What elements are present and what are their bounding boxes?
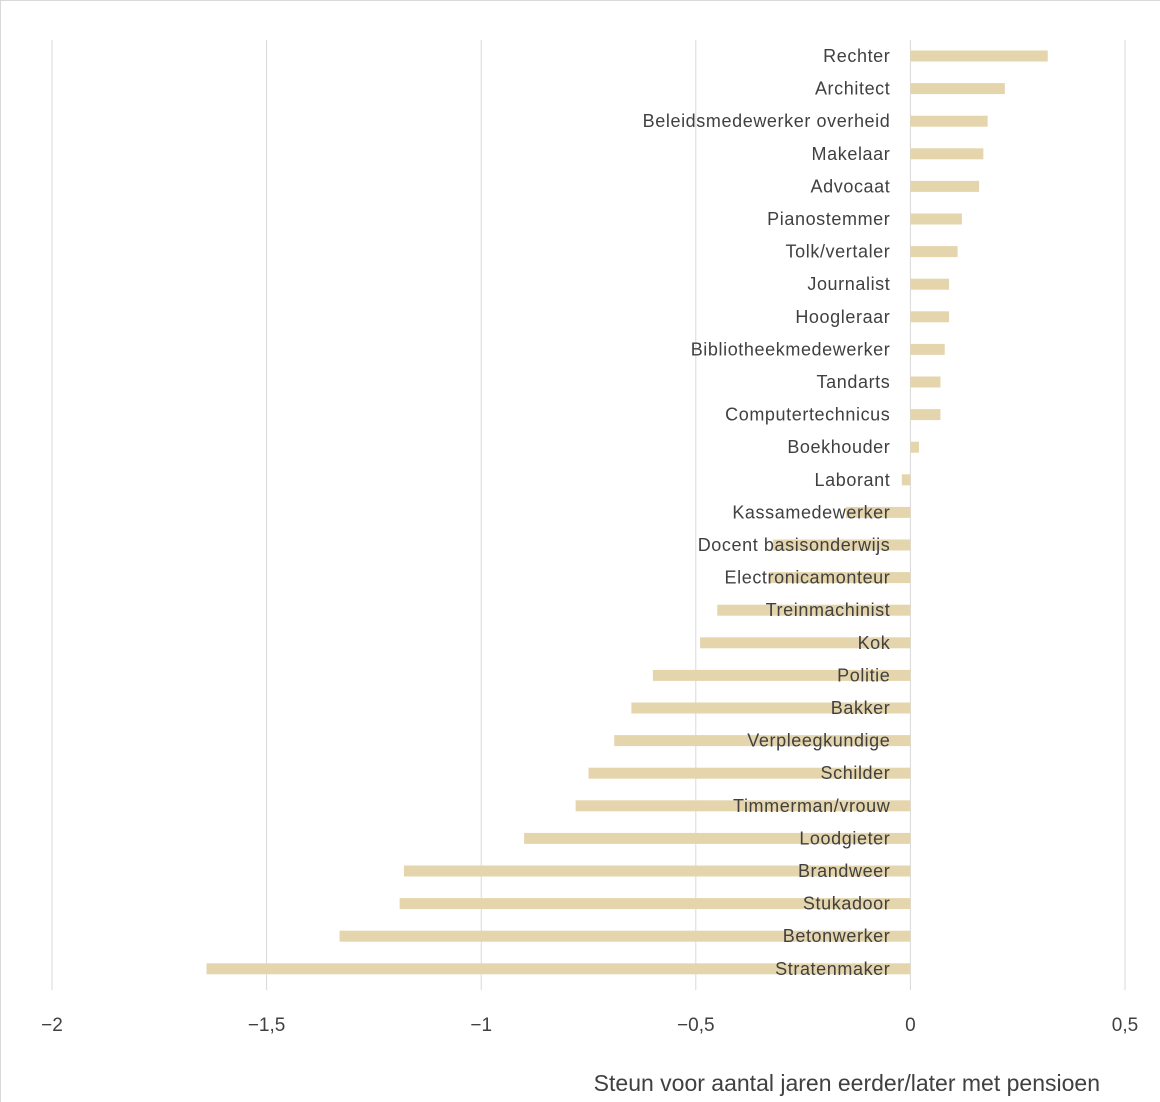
category-label: Kok xyxy=(858,633,891,653)
bar xyxy=(910,343,945,355)
bar xyxy=(910,441,919,453)
category-label: Computertechnicus xyxy=(725,405,890,425)
category-label: Pianostemmer xyxy=(767,209,890,229)
bar xyxy=(399,898,911,910)
x-axis-label: Steun voor aantal jaren eerder/later met… xyxy=(594,1070,1100,1096)
x-tick-label: −1,5 xyxy=(248,1015,286,1036)
category-label: Politie xyxy=(837,665,890,685)
category-label: Verpleegkundige xyxy=(747,731,890,751)
category-label: Advocaat xyxy=(811,176,891,196)
bar xyxy=(700,637,911,649)
category-label: Stratenmaker xyxy=(775,959,890,979)
bar xyxy=(910,311,950,323)
category-label: Laborant xyxy=(815,470,891,490)
category-label: Journalist xyxy=(807,274,890,294)
category-label: Architect xyxy=(815,79,890,99)
bar xyxy=(717,604,911,616)
bar xyxy=(910,376,941,388)
bar xyxy=(846,506,911,518)
bar xyxy=(910,83,1005,95)
category-label: Docent basisonderwijs xyxy=(698,535,891,555)
bar xyxy=(588,767,911,779)
category-label: Makelaar xyxy=(812,144,891,164)
bar xyxy=(901,474,911,486)
bar xyxy=(910,278,950,290)
bar xyxy=(631,702,911,714)
category-label: Brandweer xyxy=(798,861,890,881)
category-label: Tandarts xyxy=(817,372,891,392)
category-label: Tolk/vertaler xyxy=(786,242,891,262)
bar xyxy=(652,669,911,681)
x-tick-labels: −2 −1,5 −1 −0,5 0 0,5 xyxy=(41,1015,1138,1036)
bar xyxy=(768,572,911,584)
bar xyxy=(910,409,941,421)
x-tick-label: −0,5 xyxy=(677,1015,715,1036)
category-label: Stukadoor xyxy=(803,894,890,914)
category-label: Timmerman/vrouw xyxy=(733,796,891,816)
bar xyxy=(524,832,911,844)
bar xyxy=(614,735,911,747)
category-label: Schilder xyxy=(821,763,891,783)
bar xyxy=(773,539,911,551)
category-label: Beleidsmedewerker overheid xyxy=(643,111,891,131)
category-label: Boekhouder xyxy=(787,437,890,457)
category-label: Bakker xyxy=(831,698,891,718)
category-label: Kassamedewerker xyxy=(732,502,890,522)
bar xyxy=(206,963,911,975)
bar xyxy=(910,148,984,160)
x-tick-label: −1 xyxy=(470,1015,492,1036)
bar xyxy=(575,800,911,812)
category-label: Hoogleraar xyxy=(795,307,890,327)
bars xyxy=(206,50,1048,975)
category-label: Bibliotheekmedewerker xyxy=(691,339,891,359)
bar xyxy=(910,50,1048,62)
category-label: Rechter xyxy=(823,46,890,66)
category-label: Electronicamonteur xyxy=(725,568,891,588)
bar xyxy=(910,115,988,127)
category-label: Betonwerker xyxy=(783,926,891,946)
x-tick-label: −2 xyxy=(41,1015,63,1036)
bar xyxy=(403,865,911,877)
category-labels: Rechter Architect Beleidsmedewerker overhe… xyxy=(643,46,891,979)
category-label: Loodgieter xyxy=(799,828,890,848)
bar xyxy=(339,930,911,942)
bar xyxy=(910,180,980,192)
x-tick-label: 0,5 xyxy=(1112,1015,1138,1036)
bar xyxy=(910,246,958,258)
x-tick-label: 0 xyxy=(905,1015,916,1036)
bar xyxy=(910,213,962,225)
category-label: Treinmachinist xyxy=(766,600,891,620)
